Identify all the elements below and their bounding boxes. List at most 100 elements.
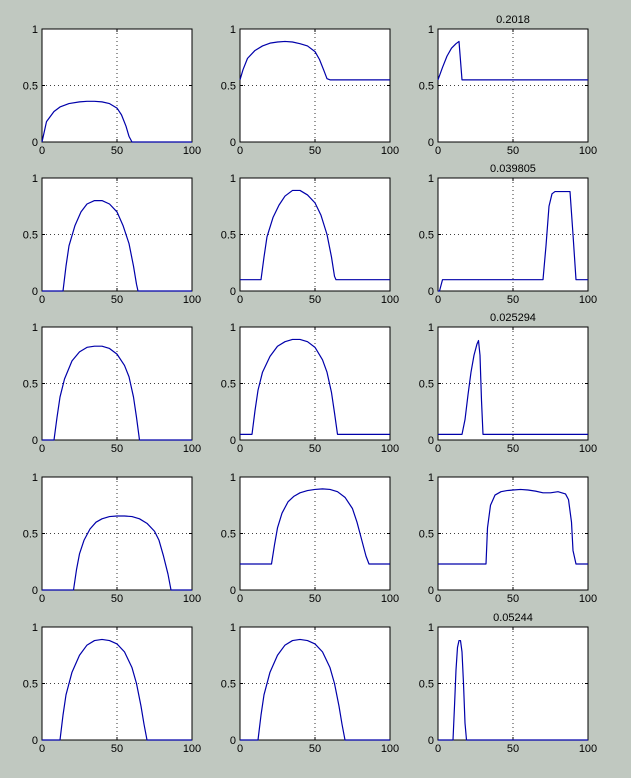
subplot-3-3: 0 50 100 0 0.5 1 0.025294 [419, 312, 597, 455]
x-tick-label: 0 [435, 593, 441, 605]
series-line [240, 338, 390, 435]
series-line [240, 488, 390, 565]
y-tick-label: 0 [230, 735, 236, 747]
x-tick-label: 50 [309, 294, 321, 306]
y-tick-label: 1 [428, 24, 434, 36]
series-line [438, 639, 588, 741]
x-tick-label: 0 [237, 593, 243, 605]
y-tick-label: 0 [32, 585, 38, 597]
y-tick-label: 0 [428, 137, 434, 149]
y-tick-label: 1 [32, 622, 38, 634]
x-tick-label: 100 [579, 443, 597, 455]
y-tick-label: 0.5 [221, 529, 236, 541]
subplot-4-1: 0 50 100 0 0.5 1 [23, 472, 201, 605]
x-tick-label: 50 [309, 443, 321, 455]
y-tick-label: 0.5 [419, 529, 434, 541]
y-tick-label: 0.5 [23, 379, 38, 391]
subplot-4-2: 0 50 100 0 0.5 1 [221, 472, 399, 605]
x-tick-label: 100 [381, 593, 399, 605]
x-tick-label: 50 [111, 743, 123, 755]
series-line [42, 345, 192, 441]
x-tick-label: 50 [309, 145, 321, 157]
y-tick-label: 0.5 [419, 81, 434, 93]
subplot-5-1: 0 50 100 0 0.5 1 [23, 622, 201, 755]
y-tick-label: 1 [428, 622, 434, 634]
x-tick-label: 0 [39, 593, 45, 605]
y-tick-label: 1 [230, 24, 236, 36]
x-tick-label: 100 [183, 294, 201, 306]
y-tick-label: 1 [230, 322, 236, 334]
x-tick-label: 100 [183, 145, 201, 157]
y-tick-label: 0.5 [23, 529, 38, 541]
subplot-2-1: 0 50 100 0 0.5 1 [23, 173, 201, 306]
y-tick-label: 0.5 [221, 679, 236, 691]
subplot-5-3: 0 50 100 0 0.5 1 0.05244 [419, 612, 597, 755]
subplot-4-3: 0 50 100 0 0.5 1 [419, 472, 597, 605]
y-tick-label: 1 [428, 173, 434, 185]
subplot-title: 0.039805 [490, 163, 536, 175]
x-tick-label: 100 [579, 743, 597, 755]
subplot-1-3: 0 50 100 0 0.5 1 0.2018 [419, 14, 597, 157]
y-tick-label: 0 [428, 585, 434, 597]
y-tick-label: 0 [428, 735, 434, 747]
x-tick-label: 0 [435, 145, 441, 157]
y-tick-label: 1 [428, 322, 434, 334]
x-tick-label: 50 [309, 593, 321, 605]
y-tick-label: 0 [32, 735, 38, 747]
series-line [42, 515, 192, 591]
series-line [240, 189, 390, 281]
y-tick-label: 0 [32, 435, 38, 447]
series-line [42, 200, 192, 292]
series-line [239, 40, 390, 81]
x-tick-label: 0 [39, 145, 45, 157]
x-tick-label: 50 [111, 294, 123, 306]
y-tick-label: 0 [230, 585, 236, 597]
x-tick-label: 0 [39, 294, 45, 306]
y-tick-label: 0 [428, 435, 434, 447]
subplot-title: 0.2018 [496, 14, 530, 26]
y-tick-label: 1 [230, 472, 236, 484]
series-line [42, 638, 192, 741]
series-line [240, 638, 390, 741]
x-tick-label: 100 [579, 145, 597, 157]
x-tick-label: 0 [237, 145, 243, 157]
y-tick-label: 0.5 [419, 679, 434, 691]
subplot-2-2: 0 50 100 0 0.5 1 [221, 173, 399, 306]
y-tick-label: 1 [230, 622, 236, 634]
series-line [437, 40, 588, 81]
x-tick-label: 50 [111, 443, 123, 455]
subplot-3-2: 0 50 100 0 0.5 1 [221, 322, 399, 455]
x-tick-label: 50 [507, 294, 519, 306]
y-tick-label: 1 [230, 173, 236, 185]
y-tick-label: 1 [32, 173, 38, 185]
y-tick-label: 0 [230, 435, 236, 447]
y-tick-label: 0.5 [23, 230, 38, 242]
x-tick-label: 100 [579, 593, 597, 605]
x-tick-label: 50 [507, 145, 519, 157]
x-tick-label: 50 [507, 743, 519, 755]
y-tick-label: 1 [32, 24, 38, 36]
series-line [41, 100, 192, 143]
x-tick-label: 100 [183, 743, 201, 755]
x-tick-label: 0 [39, 443, 45, 455]
x-tick-label: 50 [111, 145, 123, 157]
x-tick-label: 100 [381, 294, 399, 306]
x-tick-label: 100 [183, 593, 201, 605]
y-tick-label: 0 [32, 286, 38, 298]
x-tick-label: 100 [381, 145, 399, 157]
y-tick-label: 0.5 [23, 81, 38, 93]
subplot-title: 0.025294 [490, 312, 536, 324]
x-tick-label: 100 [381, 743, 399, 755]
subplot-title: 0.05244 [493, 612, 533, 624]
x-tick-label: 50 [309, 743, 321, 755]
series-line [438, 488, 588, 565]
x-tick-label: 0 [39, 743, 45, 755]
x-tick-label: 100 [183, 443, 201, 455]
y-tick-label: 0 [32, 137, 38, 149]
y-tick-label: 1 [32, 322, 38, 334]
y-tick-label: 0.5 [419, 379, 434, 391]
subplot-5-2: 0 50 100 0 0.5 1 [221, 622, 399, 755]
y-tick-label: 0.5 [419, 230, 434, 242]
x-tick-label: 0 [237, 743, 243, 755]
